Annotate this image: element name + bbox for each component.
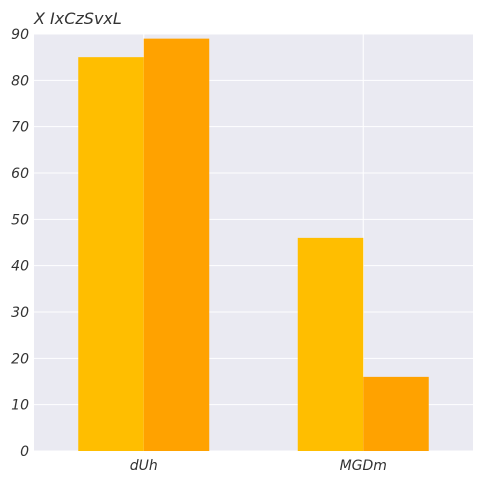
y-tick-label: 40 (11, 259, 29, 275)
x-axis: dUh MGDm (130, 458, 387, 474)
y-tick-label: 0 (20, 444, 29, 460)
y-tick-label: 80 (11, 73, 29, 89)
bar-series-1-dUh (78, 57, 144, 452)
y-tick-label: 10 (11, 398, 29, 414)
y-axis: 0 10 20 30 40 50 60 70 80 90 (11, 27, 29, 460)
y-tick-label: 90 (11, 27, 29, 43)
x-tick-label: MGDm (340, 458, 387, 474)
y-tick-label: 20 (11, 351, 29, 367)
y-tick-label: 30 (11, 305, 29, 321)
y-tick-label: 60 (11, 166, 29, 182)
y-tick-label: 70 (11, 120, 29, 136)
bars (78, 38, 429, 452)
bar-series-2-dUh (143, 38, 210, 452)
bar-series-1-MGDm (297, 237, 364, 451)
chart-title: X IxCzSvxL (33, 9, 122, 28)
x-tick-label: dUh (130, 458, 158, 474)
bar-series-2-MGDm (363, 376, 429, 451)
y-tick-label: 50 (11, 212, 29, 228)
